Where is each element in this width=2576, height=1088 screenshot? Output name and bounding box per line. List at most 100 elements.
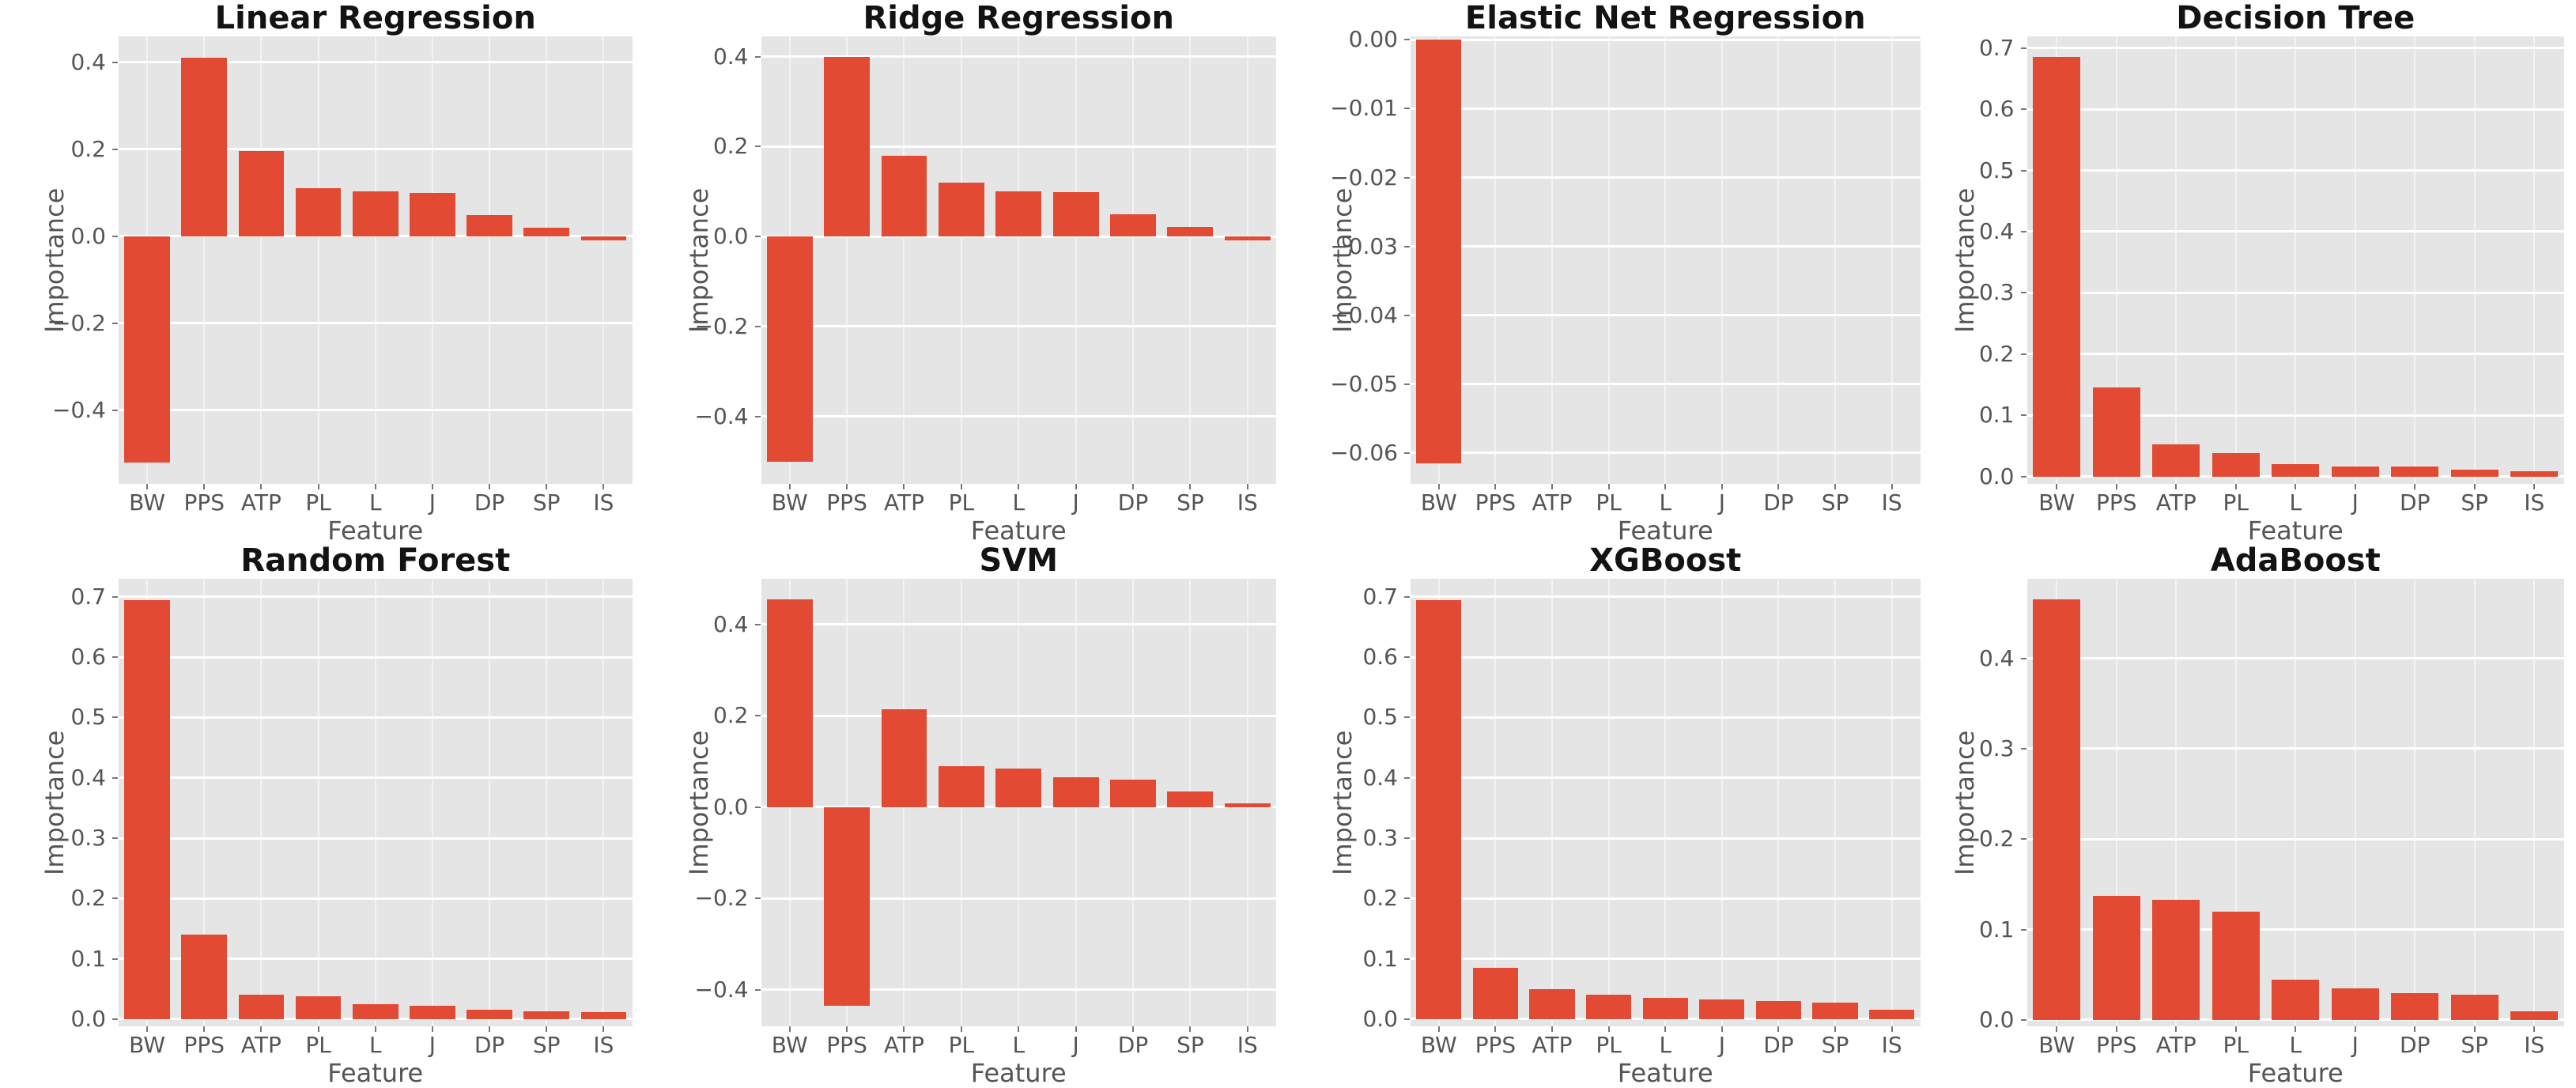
bar — [124, 236, 170, 463]
x-tick-label: PL — [1596, 1032, 1622, 1058]
v-gridline — [431, 36, 433, 484]
y-tick-label: 0.0 — [712, 223, 749, 250]
y-tick-mark — [1404, 451, 1410, 454]
x-tick-label: ATP — [883, 1032, 924, 1058]
x-tick-mark — [1075, 1026, 1077, 1032]
bar — [2331, 467, 2379, 477]
v-gridline — [1075, 36, 1077, 484]
y-tick-label: 0.7 — [70, 583, 106, 610]
x-tick-mark — [146, 1026, 149, 1032]
v-gridline — [1246, 579, 1248, 1026]
y-tick-mark — [754, 897, 761, 900]
v-gridline — [2175, 579, 2178, 1026]
y-tick-label: −0.4 — [694, 402, 749, 429]
x-tick-mark — [2354, 484, 2356, 489]
x-tick-mark — [1890, 484, 1893, 489]
x-tick-label: PPS — [1475, 1032, 1517, 1058]
y-tick-mark — [754, 806, 761, 808]
x-tick-label: SP — [1177, 489, 1204, 516]
bar — [2033, 57, 2081, 477]
y-tick-mark — [754, 55, 761, 58]
h-gridline — [761, 623, 1276, 626]
bar — [181, 935, 228, 1019]
plot-area — [2026, 36, 2564, 484]
plot-area — [2026, 579, 2564, 1026]
chart-panel: AdaBoost Importance Feature 0.4 0.3 0.2 0.1… — [1932, 542, 2576, 1086]
y-tick-mark — [1404, 245, 1410, 247]
chart-title: Ridge Regression — [863, 0, 1175, 36]
x-tick-label: L — [2289, 1032, 2302, 1058]
y-tick-label: 0.4 — [712, 43, 749, 70]
x-tick-label: PL — [2223, 1032, 2249, 1058]
x-tick-mark — [1018, 1026, 1020, 1032]
x-tick-label: IS — [2524, 1032, 2545, 1058]
x-tick-mark — [374, 1026, 376, 1032]
y-tick-label: −0.05 — [1330, 370, 1398, 397]
v-gridline — [903, 36, 905, 484]
y-tick-mark — [1404, 897, 1410, 900]
y-tick-label: 0.6 — [1362, 644, 1398, 671]
v-gridline — [1494, 36, 1497, 484]
y-tick-label: −0.2 — [694, 312, 749, 339]
x-tick-mark — [1607, 1026, 1610, 1032]
h-gridline — [761, 415, 1276, 418]
y-tick-label: 0.0 — [1362, 1005, 1398, 1032]
x-tick-mark — [260, 1026, 263, 1032]
plot-area — [119, 579, 633, 1026]
h-gridline — [119, 958, 633, 961]
x-tick-mark — [2473, 484, 2476, 489]
x-tick-label: BW — [1420, 1032, 1457, 1058]
x-tick-label: PL — [305, 489, 331, 516]
h-gridline — [1411, 1018, 1921, 1021]
v-gridline — [1494, 579, 1497, 1026]
plot-area — [119, 36, 633, 484]
x-tick-mark — [1834, 1026, 1837, 1032]
y-tick-mark — [2020, 928, 2026, 931]
y-tick-label: 0.1 — [1362, 945, 1398, 972]
bar — [824, 807, 871, 1006]
bar — [881, 708, 927, 807]
x-tick-label: SP — [1821, 489, 1849, 516]
v-gridline — [2115, 579, 2117, 1026]
bar — [466, 1009, 512, 1019]
x-tick-label: PL — [948, 489, 975, 516]
x-axis-label: Feature — [2247, 516, 2344, 546]
y-tick-mark — [112, 776, 118, 779]
y-tick-label: 0.0 — [70, 1005, 106, 1032]
x-tick-label: BW — [129, 489, 166, 516]
y-tick-mark — [1404, 383, 1410, 385]
v-gridline — [2473, 36, 2476, 484]
bar — [938, 765, 984, 807]
y-tick-mark — [2020, 657, 2026, 659]
y-tick-label: 0.4 — [70, 764, 106, 791]
h-gridline — [761, 55, 1276, 59]
x-tick-mark — [1189, 484, 1192, 489]
v-gridline — [2414, 579, 2416, 1026]
x-tick-label: J — [429, 1032, 436, 1058]
x-tick-mark — [788, 484, 791, 489]
y-tick-label: −0.4 — [52, 396, 106, 423]
x-tick-label: PPS — [183, 1032, 225, 1058]
x-tick-mark — [1777, 1026, 1780, 1032]
bar — [995, 191, 1042, 237]
chart-panel: Ridge Regression Importance Feature 0.4 0… — [644, 0, 1288, 546]
bar — [124, 599, 170, 1019]
x-tick-mark — [2234, 1026, 2237, 1032]
h-gridline — [119, 655, 633, 659]
bar — [410, 192, 455, 236]
h-gridline — [2026, 108, 2564, 111]
y-tick-label: 0.6 — [70, 644, 106, 671]
x-tick-mark — [1720, 1026, 1723, 1032]
x-tick-label: SP — [2461, 1032, 2489, 1058]
x-tick-label: SP — [1177, 1032, 1204, 1058]
y-tick-label: 0.4 — [712, 610, 749, 637]
h-gridline — [1411, 897, 1921, 900]
x-tick-label: PPS — [2095, 1032, 2137, 1058]
x-axis-label: Feature — [970, 516, 1067, 546]
y-tick-label: 0.1 — [1978, 916, 2015, 943]
bar — [1585, 995, 1632, 1019]
v-gridline — [260, 579, 263, 1026]
v-gridline — [602, 579, 605, 1026]
v-gridline — [2295, 36, 2297, 484]
